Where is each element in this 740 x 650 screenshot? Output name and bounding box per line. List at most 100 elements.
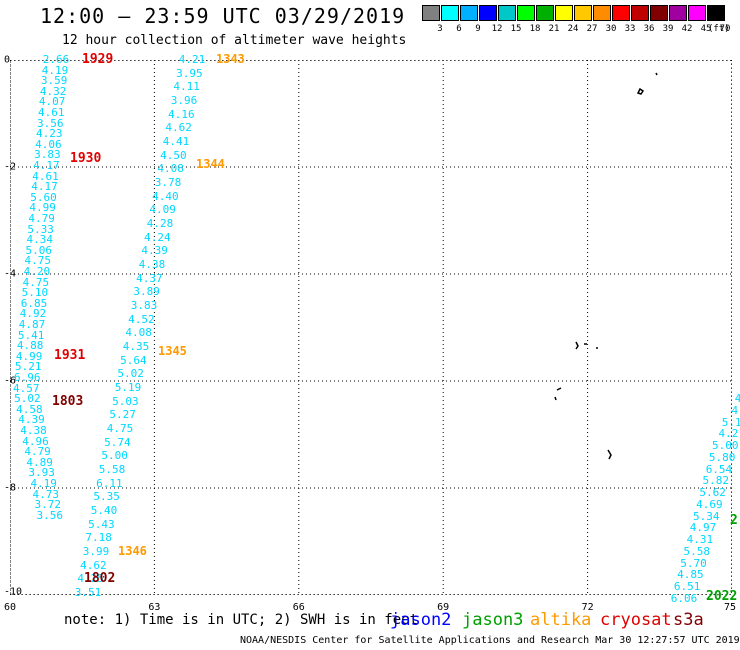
wave-height-label: 3.78 xyxy=(154,176,182,189)
wave-height-label: 4.07 xyxy=(38,95,66,109)
wave-height-label: 4.96 xyxy=(22,434,49,448)
wave-height-label: 4.21 xyxy=(178,53,206,66)
wave-height-label: 3.51 xyxy=(74,586,102,599)
wave-height-label: 5.06 xyxy=(25,243,53,257)
legend-tick-label: 9 xyxy=(475,24,481,34)
island-2 xyxy=(655,72,658,76)
wave-height-label: 4.37 xyxy=(136,271,163,285)
wave-height-label: 4.25 xyxy=(77,572,104,586)
wave-height-label: 4.69 xyxy=(696,497,723,511)
legend-tick-label: 70 xyxy=(719,24,731,34)
legend-swatch xyxy=(536,5,554,21)
legend-unit: (ft) xyxy=(708,24,730,34)
wave-height-label: 4.52 xyxy=(128,312,155,326)
wave-height-label: 4.75 xyxy=(24,254,52,268)
wave-height-label: 4.38 xyxy=(138,258,166,271)
wave-height-label: 5.02 xyxy=(117,367,144,381)
pass-time-label: 1345 xyxy=(158,344,187,358)
legend-tick-label: 21 xyxy=(548,24,560,34)
legend-tick-label: 36 xyxy=(643,24,655,34)
satellite-label-jason2: jason2 xyxy=(390,610,452,630)
wave-height-label: 3.99 xyxy=(82,545,110,558)
wave-height-label: 4.38 xyxy=(20,424,47,437)
wave-height-label: 5.70 xyxy=(680,556,707,570)
legend-tick-label: 6 xyxy=(456,24,462,34)
page-subtitle: 12 hour collection of altimeter wave hei… xyxy=(62,33,407,48)
wave-height-label: 5.27 xyxy=(109,408,136,422)
legend-tick-label: 39 xyxy=(662,24,674,34)
wave-height-label: 3.72 xyxy=(34,498,62,512)
island-4 xyxy=(584,343,598,349)
wave-height-label: 4.2 xyxy=(718,427,739,441)
wave-height-label: 4.39 xyxy=(141,244,168,258)
legend-swatch xyxy=(707,5,725,21)
wave-height-label: 3.96 xyxy=(170,94,198,107)
island-6 xyxy=(607,449,612,460)
legend-swatch xyxy=(631,5,649,21)
wave-height-label: 3.95 xyxy=(176,66,203,80)
legend-tick-label: 15 xyxy=(510,24,522,34)
wave-height-label: 5.00 xyxy=(712,439,739,453)
wave-height-label: 4.34 xyxy=(26,233,53,247)
wave-height-label: 4.23 xyxy=(36,127,63,141)
legend-swatch xyxy=(555,5,573,21)
wave-height-label: 4.92 xyxy=(19,307,47,321)
wave-height-label: 4.97 xyxy=(689,521,717,535)
legend-swatch xyxy=(422,5,440,21)
wave-height-label: 5.33 xyxy=(27,222,54,236)
wave-height-label: 4.31 xyxy=(686,533,714,547)
y-tick-label: -10 xyxy=(4,586,23,598)
wave-height-label: 4 xyxy=(734,392,740,405)
legend-tick-label: 12 xyxy=(491,24,503,34)
legend-tick-label: 30 xyxy=(605,24,617,34)
wave-height-label: 4.79 xyxy=(24,445,51,459)
pass-time-label: 1931 xyxy=(54,348,86,363)
wave-height-label: 6.51 xyxy=(673,580,701,594)
wave-height-label: 4.89 xyxy=(26,455,53,469)
legend-tick-label: 42 xyxy=(681,24,693,34)
x-tick-label: 63 xyxy=(148,602,161,613)
wave-height-label: 5.19 xyxy=(114,381,142,394)
satellite-label-altika: altika xyxy=(530,610,592,630)
wave-height-label: 4.19 xyxy=(41,63,69,77)
y-tick-label: -6 xyxy=(4,375,17,387)
wave-height-label: 4.28 xyxy=(146,217,174,230)
legend-tick-label: 3 xyxy=(437,24,443,34)
wave-height-label: 4.08 xyxy=(125,326,152,340)
wave-height-label: 4.16 xyxy=(168,107,195,121)
wave-height-label: 5.80 xyxy=(708,450,736,464)
wave-height-label: 4 xyxy=(731,403,739,417)
wave-height-label: 5.10 xyxy=(21,286,49,300)
x-tick-label: 60 xyxy=(3,602,17,613)
wave-height-label: 4.62 xyxy=(80,558,107,572)
wave-height-label: 4.06 xyxy=(35,137,62,151)
wave-height-label: 5.41 xyxy=(17,328,45,342)
wave-height-label: 5.43 xyxy=(88,517,115,531)
wave-height-label: 5.03 xyxy=(112,394,139,408)
wave-height-label: 6.85 xyxy=(20,296,48,310)
wave-height-label: 4.17 xyxy=(33,159,60,172)
x-tick-label: 66 xyxy=(292,602,305,613)
legend-swatch xyxy=(479,5,497,21)
y-tick-label: 0 xyxy=(4,54,11,66)
wave-height-label: 4.19 xyxy=(30,477,57,490)
legend-tick-label: 33 xyxy=(624,24,636,34)
legend-swatch xyxy=(460,5,478,21)
wave-height-label: 5.74 xyxy=(104,435,131,449)
wave-height-label: 4.79 xyxy=(28,212,55,225)
wave-height-label: 4.39 xyxy=(18,413,45,427)
wave-height-label: 4.17 xyxy=(31,180,58,194)
wave-height-label: 4.40 xyxy=(152,189,179,203)
wave-height-label: 4.61 xyxy=(32,169,59,183)
wave-height-label: 4.32 xyxy=(39,84,67,98)
map-canvas xyxy=(10,60,732,595)
footer-note: note: 1) Time is in UTC; 2) SWH is in fe… xyxy=(64,612,419,628)
wave-height-label: 4.08 xyxy=(157,162,184,176)
pass-time-label: 1803 xyxy=(52,394,84,409)
wave-height-label: 4.87 xyxy=(18,318,46,331)
legend-swatch xyxy=(688,5,706,21)
satellite-label-s3a: s3a xyxy=(673,610,704,630)
wave-height-label: 3.56 xyxy=(37,116,64,130)
wave-height-label: 3.59 xyxy=(40,74,68,88)
wave-height-label: 3.89 xyxy=(133,285,160,299)
